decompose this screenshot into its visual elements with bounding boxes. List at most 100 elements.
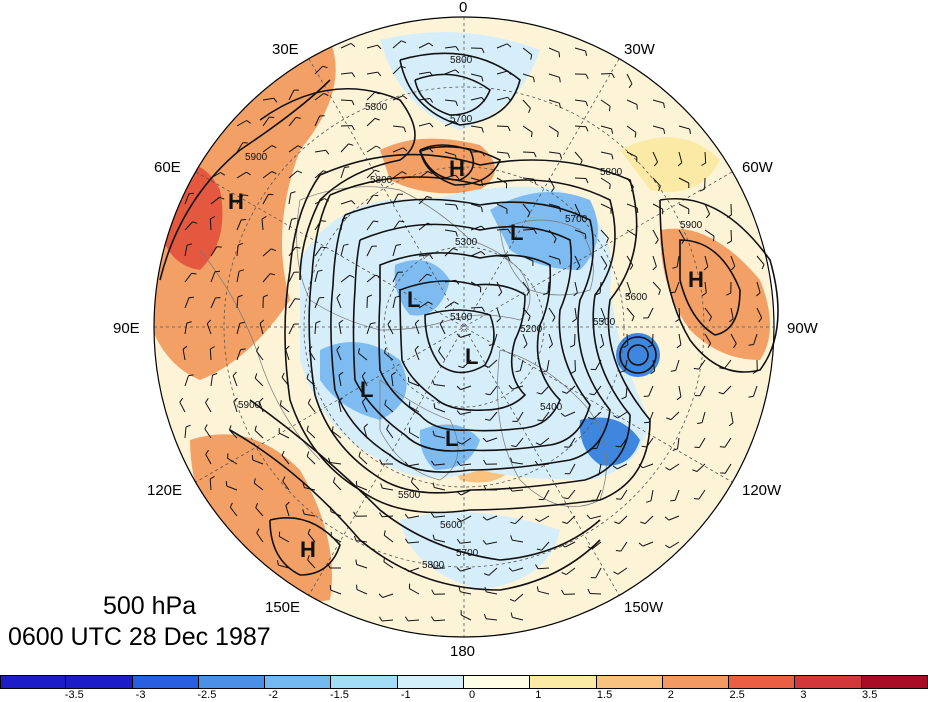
- wind-barb: [574, 307, 577, 319]
- wind-barb-flag: [256, 528, 260, 534]
- wind-barb: [392, 40, 402, 49]
- high-center: H: [300, 537, 316, 562]
- wind-barb-flag: [273, 97, 278, 103]
- height-contour: [619, 336, 657, 374]
- wind-barb-flag: [510, 612, 513, 618]
- wind-barb-flag: [644, 421, 650, 424]
- wind-barb: [256, 350, 264, 361]
- wind-barb: [236, 171, 247, 179]
- wind-barb-flag: [498, 291, 503, 297]
- wind-barb: [281, 455, 290, 465]
- wind-barb: [210, 246, 218, 257]
- wind-barb-flag: [186, 321, 192, 324]
- wind-barb: [678, 151, 683, 163]
- wind-barb-flag: [295, 116, 301, 119]
- wind-barb: [617, 567, 628, 575]
- wind-barb-flag: [599, 344, 605, 349]
- wind-barb-flag: [666, 417, 672, 421]
- wind-barb-flag: [404, 513, 409, 519]
- wind-barb: [701, 411, 706, 423]
- wind-barb: [210, 375, 213, 387]
- wind-barb: [548, 333, 553, 345]
- height-contour: [352, 223, 591, 452]
- wind-barb-flag: [655, 239, 659, 245]
- wind-barb: [356, 485, 368, 491]
- colorbar-box: [198, 675, 266, 689]
- wind-barb-flag: [481, 76, 484, 82]
- wind-barb-flag: [452, 247, 458, 251]
- wind-barb-flag: [719, 446, 725, 448]
- wind-barb: [434, 515, 446, 518]
- wind-barb: [704, 203, 711, 215]
- wind-barb: [226, 485, 238, 491]
- wind-barb: [593, 385, 602, 396]
- wind-barb: [232, 375, 238, 387]
- wind-barb-flag: [761, 264, 765, 270]
- wind-barb-flag: [383, 530, 386, 536]
- colorbar-tick-label: 1.5: [596, 689, 613, 701]
- wind-barb-flag: [482, 437, 487, 442]
- wind-barb-flag: [619, 370, 626, 373]
- wind-barb-flag: [307, 398, 311, 404]
- wind-barb: [541, 385, 550, 395]
- wind-barb: [236, 120, 247, 127]
- wind-barb: [179, 402, 186, 413]
- wind-barb-flag: [351, 100, 355, 106]
- wind-barb: [383, 561, 394, 569]
- wind-barb: [340, 72, 352, 75]
- wind-barb: [514, 515, 524, 525]
- wind-barb: [698, 437, 706, 448]
- wind-barb-flag: [290, 191, 296, 194]
- wind-barb-flag: [315, 320, 321, 324]
- wind-barb-flag: [562, 521, 568, 524]
- wind-barb: [600, 229, 609, 239]
- wind-barb: [470, 203, 482, 208]
- wind-barb-flag: [455, 46, 460, 51]
- wind-barb-flag: [483, 613, 487, 619]
- wind-barb: [470, 73, 482, 78]
- wind-barb: [642, 541, 654, 547]
- wind-barb-flag: [535, 442, 541, 446]
- wind-barb-flag: [537, 419, 543, 422]
- wind-barb-flag: [587, 588, 591, 594]
- wind-barb: [331, 430, 342, 439]
- wind-barb: [486, 591, 498, 595]
- wind-barb-flag: [572, 318, 577, 323]
- wind-barb: [704, 281, 707, 293]
- wind-barb: [366, 245, 373, 257]
- wind-barb: [330, 589, 342, 595]
- wind-barb-flag: [559, 259, 561, 265]
- wind-barb-flag: [238, 242, 244, 246]
- wind-barb: [434, 487, 446, 491]
- wind-barb: [438, 350, 446, 361]
- wind-barb-flag: [510, 521, 516, 525]
- wind-barb: [512, 539, 524, 543]
- wind-barb: [392, 125, 404, 128]
- wind-barb: [540, 437, 550, 446]
- wind-barb-flag: [246, 120, 251, 124]
- wind-barb: [361, 375, 368, 387]
- wind-barb: [626, 307, 635, 317]
- wind-barb-flag: [613, 571, 619, 575]
- wind-barb-flag: [481, 127, 484, 133]
- wind-barb: [678, 229, 685, 240]
- wind-barb-flag: [573, 292, 578, 297]
- wind-barb: [262, 145, 273, 153]
- wind-barb: [647, 307, 654, 319]
- wind-barb-flag: [404, 616, 409, 622]
- wind-barb-flag: [603, 265, 608, 270]
- wind-barb-flag: [384, 347, 387, 354]
- wind-barb: [566, 385, 576, 394]
- wind-barb: [418, 42, 430, 49]
- wind-barb-flag: [367, 294, 373, 298]
- wind-barb-flag: [322, 65, 328, 69]
- wind-barb: [444, 229, 456, 233]
- wind-barb: [496, 151, 508, 154]
- cold-anomaly-labrador: [616, 333, 660, 377]
- wind-barb-flag: [733, 343, 737, 349]
- wind-barb-flag: [455, 174, 460, 180]
- wind-barb: [538, 590, 550, 595]
- wind-barb-flag: [279, 400, 282, 406]
- wind-barb: [444, 99, 456, 102]
